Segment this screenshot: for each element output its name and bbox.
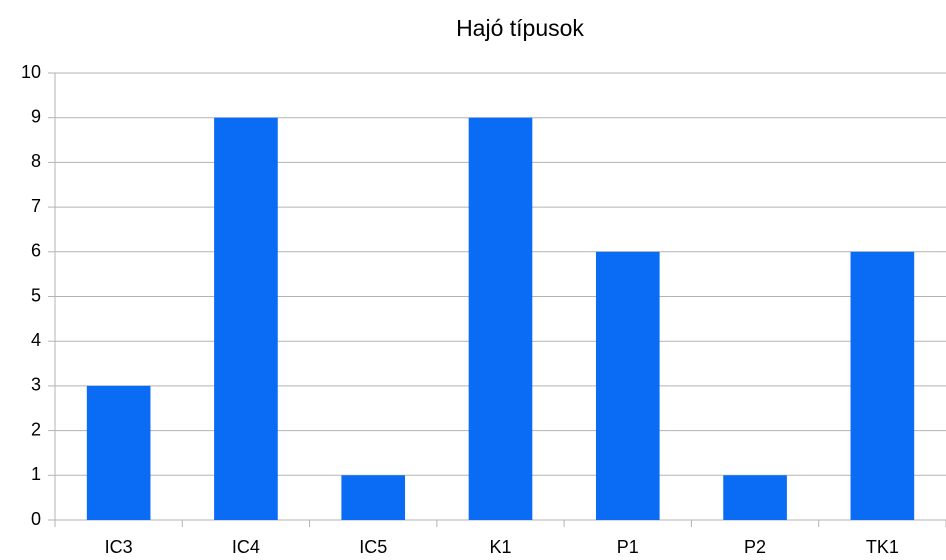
- y-tick-label: 3: [31, 375, 41, 395]
- y-tick-label: 5: [31, 285, 41, 305]
- y-tick-label: 4: [31, 330, 41, 350]
- y-tick-label: 1: [31, 464, 41, 484]
- chart-title: Hajó típusok: [456, 15, 584, 41]
- bar: [850, 251, 915, 521]
- y-tick-label: 10: [21, 62, 41, 82]
- bar: [86, 385, 151, 520]
- bar: [214, 117, 278, 520]
- bar: [341, 475, 406, 520]
- y-tick-label: 7: [31, 196, 41, 216]
- x-tick-label: IC5: [359, 537, 387, 557]
- x-tick-label: P2: [744, 537, 766, 557]
- y-tick-label: 2: [31, 419, 41, 439]
- y-tick-label: 0: [31, 509, 41, 529]
- y-tick-label: 6: [31, 241, 41, 261]
- x-tick-label: IC3: [105, 537, 133, 557]
- bar: [723, 475, 787, 520]
- x-tick-label: P1: [617, 537, 639, 557]
- y-tick-label: 8: [31, 151, 41, 171]
- y-tick-label: 9: [31, 106, 41, 126]
- x-tick-label: IC4: [232, 537, 260, 557]
- bar: [468, 117, 533, 520]
- bar: [595, 251, 660, 521]
- x-tick-label: TK1: [866, 537, 899, 557]
- x-tick-label: K1: [489, 537, 511, 557]
